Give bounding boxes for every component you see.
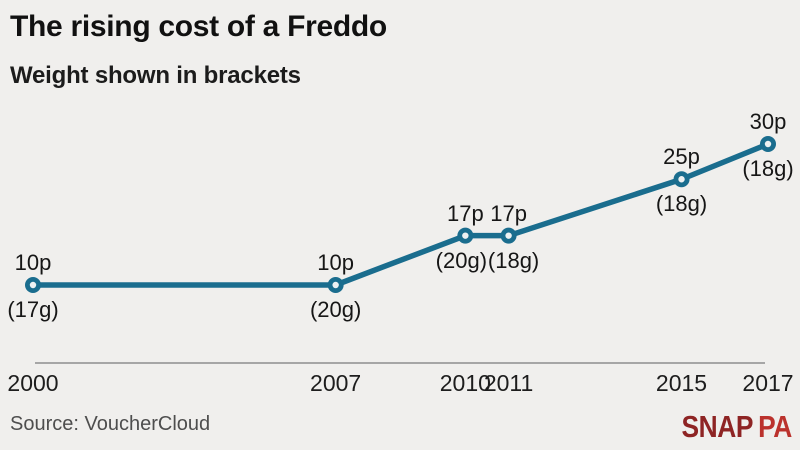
x-axis-tick-2010: 2010 <box>439 370 491 396</box>
point-price-label: 10p <box>14 250 52 275</box>
source-credit: Source: VoucherCloud <box>10 413 211 435</box>
point-weight-label: (20g) <box>435 247 488 273</box>
logo-snap-text: SNAP <box>681 409 754 444</box>
point-price-label: 17p <box>446 200 484 226</box>
point-price-label: 30p <box>749 109 787 134</box>
x-axis-tick-2007: 2007 <box>310 370 362 396</box>
point-weight-label: (17g) <box>7 297 59 322</box>
point-price-label: 10p <box>317 250 354 275</box>
chart-subtitle: Weight shown in brackets <box>10 62 301 89</box>
x-axis-tick-2011: 2011 <box>483 370 534 396</box>
point-weight-label: (20g) <box>309 297 362 322</box>
x-axis-tick-2000: 2000 <box>7 370 59 396</box>
chart-title: The rising cost of a Freddo <box>10 10 387 43</box>
x-axis-tick-2017: 2017 <box>742 370 794 396</box>
price-polyline <box>30 141 771 288</box>
snap-pa-logo: SNAP PA <box>681 409 793 445</box>
point-price-label: 25p <box>663 144 700 170</box>
data-point-marker-hole <box>764 140 772 148</box>
data-point-marker-hole <box>29 281 37 289</box>
data-point-marker-hole <box>462 232 469 239</box>
price-line-series <box>25 136 776 293</box>
point-weight-label: (18g) <box>742 156 794 181</box>
point-price-label: 17p <box>490 200 527 226</box>
point-weight-label: (18g) <box>487 247 540 273</box>
x-axis-tick-2015: 2015 <box>655 370 708 396</box>
point-weight-label: (18g) <box>655 191 708 217</box>
data-point-marker-hole <box>505 232 512 239</box>
logo-pa-text: PA <box>758 409 792 444</box>
data-point-marker-hole <box>332 281 339 289</box>
data-point-marker-hole <box>678 176 685 183</box>
